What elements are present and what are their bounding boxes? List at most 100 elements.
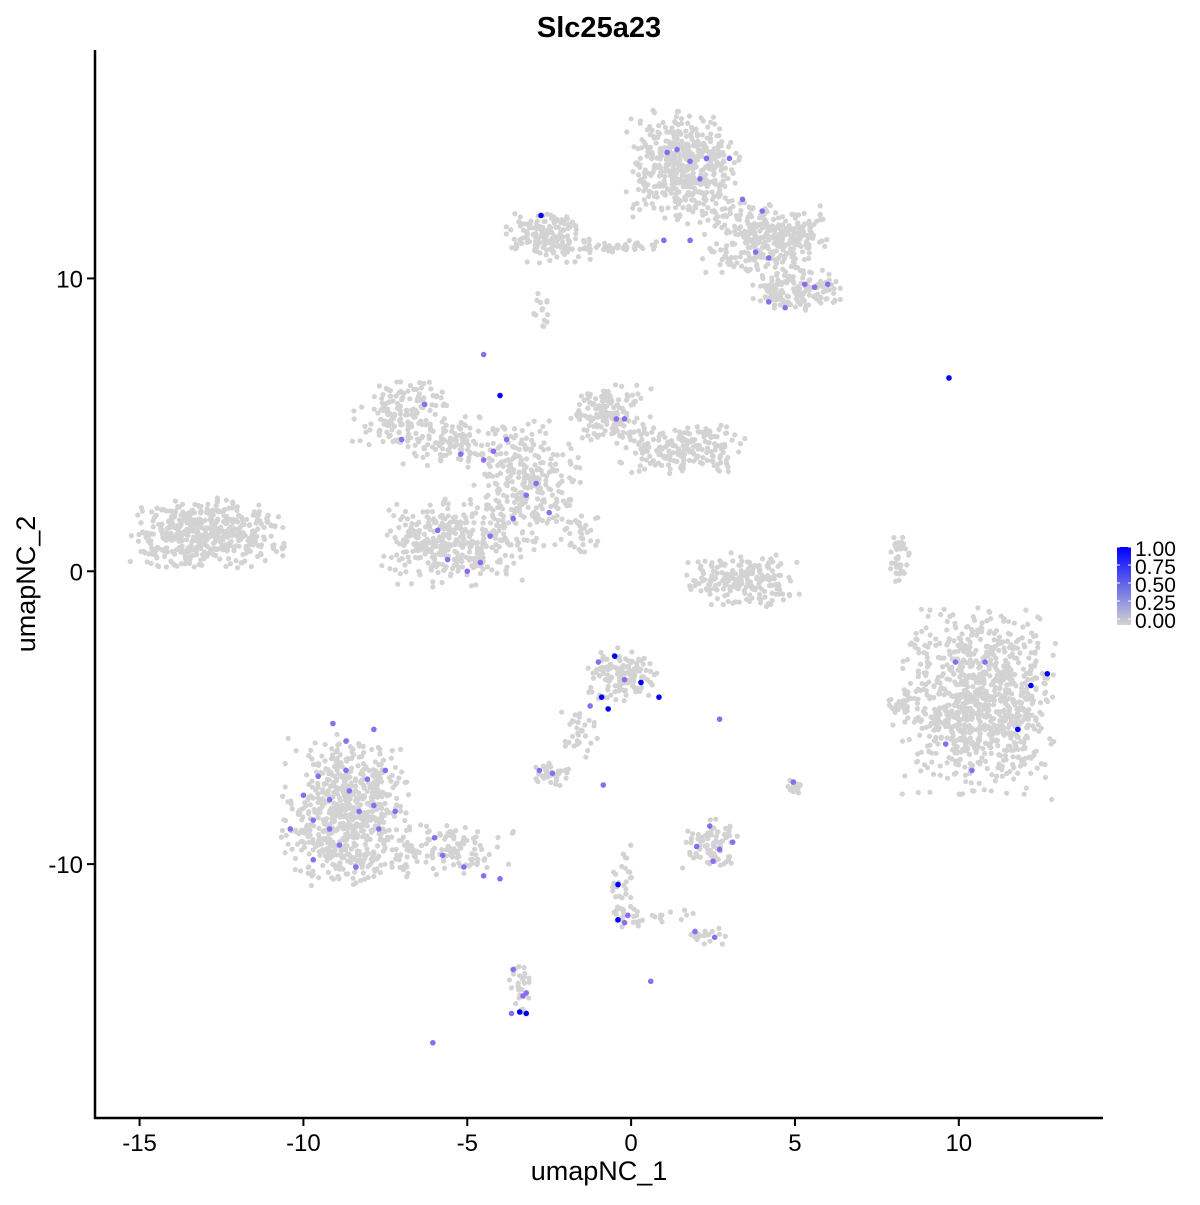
cell-point [294, 841, 301, 847]
cell-point [975, 711, 981, 717]
cell-point [818, 278, 824, 285]
cell-point [518, 554, 524, 560]
cell-point [769, 582, 775, 588]
cell-point [764, 243, 771, 249]
cell-point [640, 245, 646, 252]
cell-point [549, 235, 555, 241]
cell-point [492, 480, 498, 486]
cell-point [923, 682, 929, 688]
cell-point [730, 575, 736, 582]
cell-point [1037, 700, 1044, 706]
cell-point [516, 470, 522, 476]
cell-point [471, 520, 477, 526]
cell-point [211, 539, 217, 546]
cell-point [553, 518, 559, 525]
cell-point [770, 216, 777, 223]
cell-point [732, 228, 738, 234]
cell-point [408, 581, 415, 587]
cell-point [954, 722, 960, 729]
cell-point [953, 625, 959, 631]
cell-point [550, 451, 556, 458]
cell-point [210, 546, 216, 552]
cell-point [826, 271, 832, 277]
cell-point [564, 259, 570, 265]
cell-point [659, 462, 665, 468]
cell-point [673, 113, 679, 120]
cell-point [352, 783, 359, 789]
cell-point [288, 798, 294, 804]
cell-point [631, 438, 637, 444]
cell-point [801, 232, 807, 238]
cell-point [626, 418, 632, 424]
cell-point [749, 570, 755, 576]
cell-point [397, 516, 404, 523]
cell-point [496, 486, 502, 492]
cell-point [625, 430, 631, 436]
cell-point [405, 388, 411, 394]
cell-point [708, 155, 714, 161]
cell-point [176, 538, 182, 544]
cell-point [403, 539, 409, 545]
cell-point [684, 430, 691, 436]
cell-point [822, 243, 828, 249]
cell-point [715, 148, 722, 154]
cell-point [780, 597, 786, 603]
cell-point [537, 299, 543, 306]
cell-point [459, 431, 466, 437]
cell-point [763, 295, 769, 301]
cell-point [905, 715, 911, 721]
cell-point [600, 431, 606, 438]
cell-point [919, 628, 925, 635]
cell-point [699, 429, 705, 435]
cell-point [955, 737, 961, 743]
cell-point [993, 628, 1000, 634]
cell-point [586, 394, 593, 400]
cell-point [722, 183, 728, 190]
cell-point [310, 847, 316, 853]
cell-point [684, 151, 690, 157]
cell-point [636, 468, 642, 474]
cell-point [524, 229, 530, 235]
cell-point [993, 725, 999, 731]
cell-point [380, 438, 386, 445]
cell-point [594, 667, 600, 673]
cell-point [699, 208, 705, 214]
cell-point [712, 575, 719, 581]
cell-point [502, 458, 508, 464]
cell-point [647, 144, 653, 150]
cell-point [534, 243, 540, 250]
cell-point [701, 201, 707, 207]
cell-point [977, 730, 983, 737]
cell-point [611, 404, 617, 411]
cell-point [925, 644, 931, 650]
cell-point [408, 421, 414, 427]
cell-point [714, 159, 720, 165]
cell-point [783, 225, 789, 231]
cell-point [987, 661, 993, 667]
cell-point [322, 853, 329, 859]
cell-point [217, 535, 223, 541]
cell-point [306, 753, 312, 759]
cell-point [538, 225, 544, 231]
cell-point [361, 766, 367, 772]
cell-point [549, 466, 555, 472]
cell-point [1006, 721, 1012, 727]
cell-point [556, 488, 562, 494]
cell-point [901, 570, 907, 576]
cell-point [535, 290, 541, 297]
cell-point [402, 817, 408, 824]
cell-point [337, 814, 343, 820]
cell-point [716, 126, 723, 132]
cell-point [788, 263, 794, 270]
cell-point [727, 206, 733, 213]
cell-point [440, 446, 446, 452]
cell-point [704, 445, 711, 451]
cell-point [473, 510, 479, 516]
cell-point [713, 241, 720, 247]
cell-point [741, 572, 747, 578]
cell-point [356, 794, 362, 801]
cell-point [719, 269, 725, 276]
cell-point [719, 569, 725, 576]
cell-point [777, 293, 784, 300]
cell-point [725, 175, 731, 182]
